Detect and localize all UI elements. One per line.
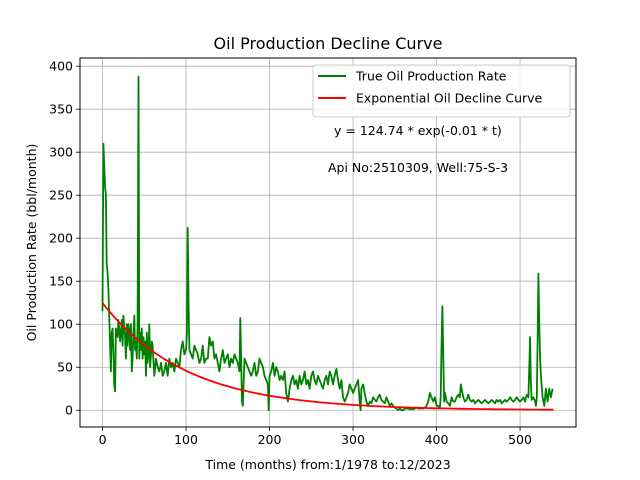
x-tick-label: 500 xyxy=(508,432,532,447)
legend: True Oil Production Rate Exponential Oil… xyxy=(312,64,571,118)
series-layer xyxy=(101,75,554,412)
y-tick-label: 0 xyxy=(65,403,73,418)
x-axis-ticks: 0 100 200 300 400 500 xyxy=(99,427,532,447)
x-tick-label: 100 xyxy=(174,432,198,447)
well-annotation: Api No:2510309, Well:75-S-3 xyxy=(328,160,508,175)
exponential-decline-line xyxy=(101,302,554,411)
chart-title: Oil Production Decline Curve xyxy=(214,34,443,53)
x-tick-label: 200 xyxy=(258,432,282,447)
y-axis-ticks: 0 50 100 150 200 250 300 350 400 xyxy=(49,59,80,418)
x-tick-label: 300 xyxy=(341,432,365,447)
x-axis-label: Time (months) from:1/1978 to:12/2023 xyxy=(204,457,450,472)
legend-label-true-rate: True Oil Production Rate xyxy=(355,69,507,84)
true-production-line xyxy=(101,75,554,412)
x-tick-label: 0 xyxy=(99,432,107,447)
y-tick-label: 300 xyxy=(49,145,73,160)
y-tick-label: 100 xyxy=(49,317,73,332)
y-tick-label: 150 xyxy=(49,274,73,289)
legend-label-exponential: Exponential Oil Decline Curve xyxy=(356,91,543,106)
legend-box xyxy=(312,64,571,118)
y-tick-label: 50 xyxy=(57,360,73,375)
y-tick-label: 400 xyxy=(49,59,73,74)
x-tick-label: 400 xyxy=(425,432,449,447)
equation-annotation: y = 124.74 * exp(-0.01 * t) xyxy=(334,123,502,138)
y-tick-label: 250 xyxy=(49,188,73,203)
y-tick-label: 200 xyxy=(49,231,73,246)
y-tick-label: 350 xyxy=(49,102,73,117)
plot-frame xyxy=(79,57,577,428)
y-axis-label: Oil Production Rate (bbl/month) xyxy=(24,144,39,342)
